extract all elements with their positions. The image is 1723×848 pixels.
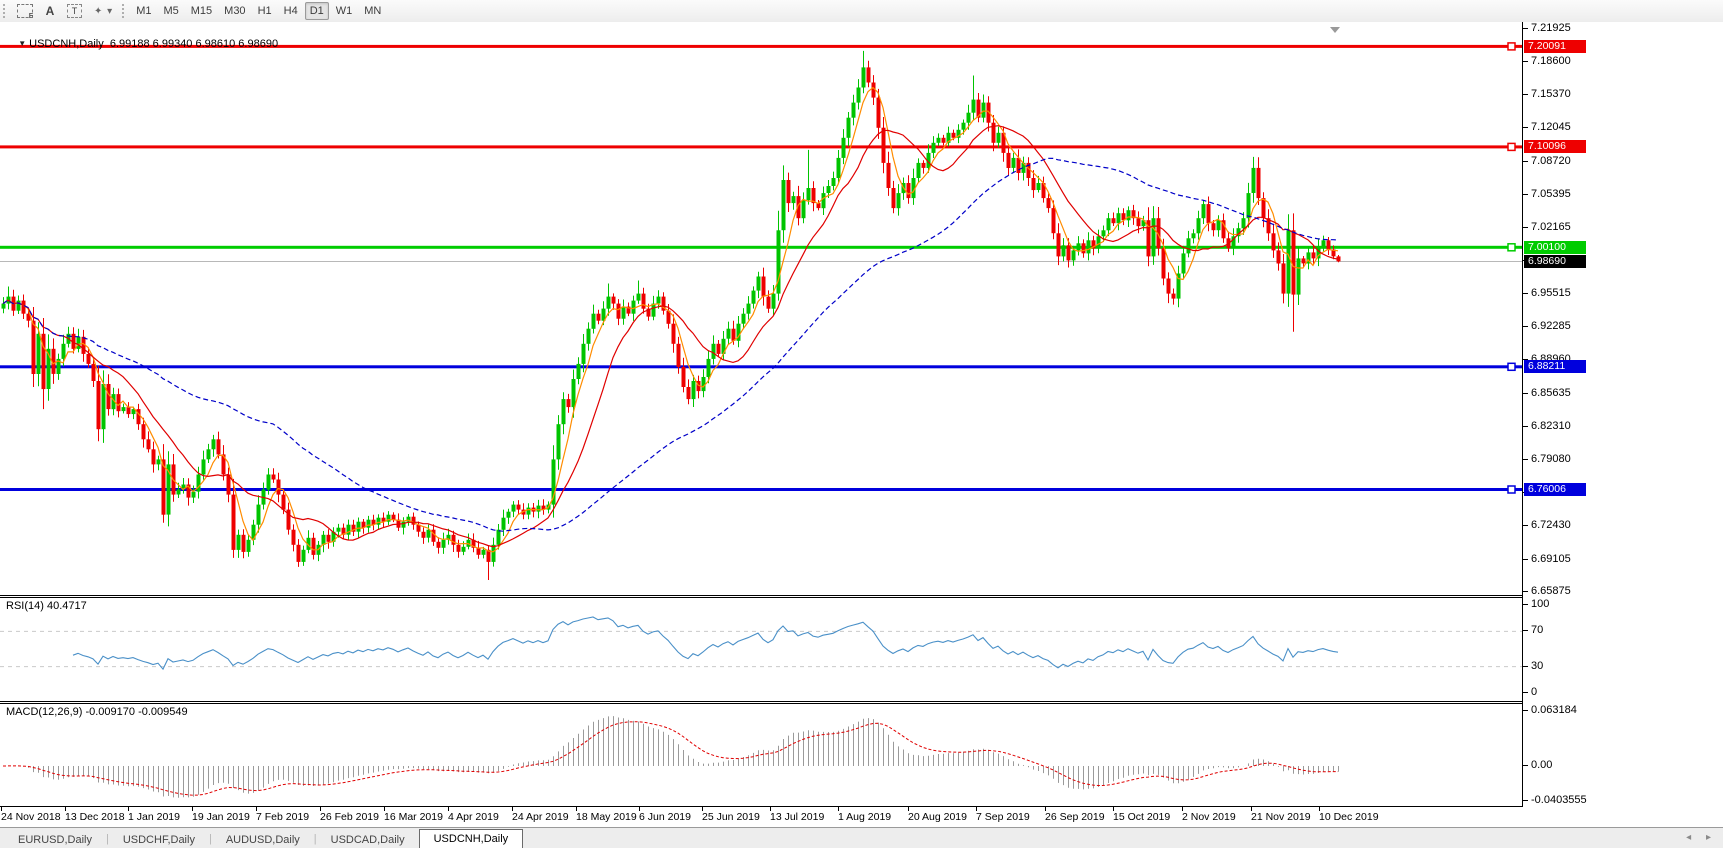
template-f-icon: F: [17, 4, 33, 20]
date-label: 13 Jul 2019: [770, 811, 825, 823]
tab-separator: |: [105, 833, 109, 845]
macd-label: MACD(12,26,9) -0.009170 -0.009549: [6, 706, 188, 718]
macd-plot[interactable]: [0, 704, 1522, 807]
chart-ohlc-values: 6.99188 6.99340 6.98610 6.98690: [109, 38, 279, 50]
price-tick: 7.02165: [1523, 221, 1571, 233]
date-label: 18 May 2019: [576, 811, 637, 823]
text-box-button[interactable]: T: [62, 2, 87, 20]
price-tick: 7.12045: [1523, 121, 1571, 133]
price-tick: 7.05395: [1523, 188, 1571, 200]
chart-tab-usdcnh[interactable]: USDCNH,Daily: [418, 829, 524, 848]
price-tick: 7.08720: [1523, 155, 1571, 167]
price-tick: 7.21925: [1523, 22, 1571, 34]
text-t-icon: T: [67, 4, 82, 18]
date-label: 1 Jan 2019: [128, 811, 180, 823]
price-tick: 6.95515: [1523, 287, 1571, 299]
chart-tab-usdchf[interactable]: USDCHF,Daily: [122, 834, 195, 846]
price-tick: 7.15370: [1523, 88, 1571, 100]
price-badge: 7.10096: [1524, 140, 1586, 153]
macd-panel[interactable]: [0, 703, 1522, 806]
price-badge: 6.76006: [1524, 483, 1586, 496]
text-label-button[interactable]: A: [40, 2, 60, 20]
timeframe-button-m30[interactable]: M30: [224, 5, 246, 17]
date-label: 4 Apr 2019: [448, 811, 499, 823]
price-tick: 6.72430: [1523, 519, 1571, 531]
price-tick: 7.18600: [1523, 55, 1571, 67]
chart-title: ▼ USDCNH,Daily 6.99188 6.99340 6.98610 6.…: [6, 26, 278, 62]
macd-scale-tick: 0.00: [1523, 759, 1552, 771]
timeframe-button-m5[interactable]: M5: [163, 5, 179, 17]
rsi-scale-tick: 100: [1523, 598, 1549, 610]
date-label: 2 Nov 2019: [1182, 811, 1236, 823]
timeframe-toolbar: M1 M5 M15 M30 H1 H4 D1 W1 MN: [130, 2, 387, 20]
candlestick-chart[interactable]: [0, 22, 1522, 595]
template-f-icon-button[interactable]: F: [12, 2, 38, 20]
rsi-scale-tick: 0: [1523, 686, 1537, 698]
date-label: 7 Feb 2019: [256, 811, 310, 823]
tab-separator: |: [208, 833, 212, 845]
date-label: 21 Nov 2019: [1251, 811, 1311, 823]
price-tick: 6.79080: [1523, 453, 1571, 465]
price-axis[interactable]: 7.21925 7.18600 7.15370 7.12045 7.08720 7.053…: [1522, 22, 1723, 807]
price-tick: 6.82310: [1523, 420, 1571, 432]
chart-tab-eurusd[interactable]: EURUSD,Daily: [18, 834, 92, 846]
timeframe-button-h4[interactable]: H4: [283, 5, 298, 17]
date-label: 1 Aug 2019: [838, 811, 892, 823]
date-label: 10 Dec 2019: [1319, 811, 1379, 823]
timeframe-button-m15[interactable]: M15: [190, 5, 213, 17]
main-chart-panel[interactable]: [0, 22, 1522, 595]
date-label: 24 Nov 2018: [1, 811, 61, 823]
price-badge: 7.00100: [1524, 241, 1586, 254]
date-label: 19 Jan 2019: [192, 811, 250, 823]
macd-scale-tick: -0.0403555: [1523, 794, 1587, 806]
price-tick: 6.85635: [1523, 387, 1571, 399]
macd-scale-tick: 0.063184: [1523, 704, 1577, 716]
toolbar-grip[interactable]: [2, 3, 7, 19]
price-tick: 6.65875: [1523, 585, 1571, 597]
date-axis[interactable]: 24 Nov 2018 13 Dec 2018 1 Jan 2019 19 Jan 2…: [0, 807, 1723, 827]
chart-symbol-period: USDCNH,Daily: [29, 38, 104, 50]
date-label: 15 Oct 2019: [1113, 811, 1171, 823]
rsi-scale-tick: 30: [1523, 660, 1543, 672]
date-label: 6 Jun 2019: [639, 811, 691, 823]
rsi-label: RSI(14) 40.4717: [6, 600, 87, 612]
rsi-panel[interactable]: [0, 597, 1522, 700]
date-label: 26 Sep 2019: [1045, 811, 1105, 823]
rsi-plot[interactable]: [0, 598, 1522, 701]
price-badge: 6.98690: [1524, 255, 1586, 268]
rsi-scale-tick: 70: [1523, 624, 1543, 636]
timeframe-button-m1[interactable]: M1: [136, 5, 152, 17]
timeframe-button-h1[interactable]: H1: [257, 5, 272, 17]
tab-scroll-arrows[interactable]: ◂ ▸: [1686, 832, 1717, 843]
chart-dropdown-icon[interactable]: ▼: [18, 39, 27, 48]
timeframe-button-mn[interactable]: MN: [364, 5, 382, 17]
style-dropdown-icon: ✦ ▾: [94, 5, 114, 17]
price-badge: 7.20091: [1524, 40, 1586, 53]
timeframe-button-w1[interactable]: W1: [335, 5, 353, 17]
toolbar-grip-2[interactable]: [121, 3, 127, 19]
date-label: 26 Feb 2019: [320, 811, 379, 823]
date-label: 25 Jun 2019: [702, 811, 760, 823]
date-label: 13 Dec 2018: [65, 811, 125, 823]
date-label: 24 Apr 2019: [512, 811, 569, 823]
style-dropdown-button[interactable]: ✦ ▾: [89, 2, 118, 20]
chart-tab-audusd[interactable]: AUDUSD,Daily: [225, 834, 300, 846]
price-tick: 6.92285: [1523, 320, 1571, 332]
label-a-icon: A: [45, 4, 55, 18]
tab-separator: |: [313, 833, 317, 845]
date-label: 7 Sep 2019: [976, 811, 1030, 823]
chart-tab-bar: EURUSD,Daily | USDCHF,Daily | AUDUSD,Daily | U…: [0, 827, 1723, 848]
chart-tab-usdcad[interactable]: USDCAD,Daily: [330, 834, 405, 846]
price-badge: 6.88211: [1524, 360, 1586, 373]
toolbar: F A T ✦ ▾ M1 M5 M15 M30 H1 H4 D1 W1 MN: [0, 0, 1723, 23]
date-label: 20 Aug 2019: [908, 811, 967, 823]
price-tick: 6.69105: [1523, 553, 1571, 565]
date-label: 16 Mar 2019: [384, 811, 443, 823]
timeframe-button-d1[interactable]: D1: [304, 2, 329, 20]
